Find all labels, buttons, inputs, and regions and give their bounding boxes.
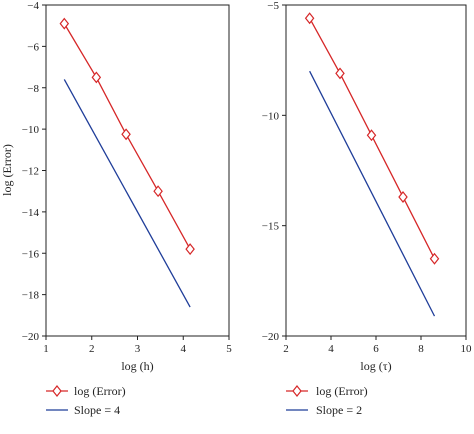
legend-label-error: log (Error) [316,384,368,398]
data-point-diamond [121,128,131,141]
x-tick-label: 6 [373,343,379,355]
legend-label-slope: Slope = 2 [316,403,362,417]
legend-right: log (Error) Slope = 2 [286,384,368,417]
plot-frame [285,4,467,337]
series-group [59,17,195,308]
x-tick-label: 2 [89,343,95,355]
series-line-slope [309,70,436,317]
y-tick-label: −10 [22,124,40,136]
y-tick-label: −16 [22,248,40,260]
legend-label-error: log (Error) [74,384,126,398]
data-point-diamond [398,191,408,203]
y-tick-label: −10 [262,110,280,122]
plot-frame [45,4,230,337]
chart-panel-right: 2 4 6 8 10 −20 −15 −10 −5 log (τ) [262,0,472,373]
y-tick-label: −20 [22,331,40,343]
legend-label-slope: Slope = 4 [74,403,120,417]
data-point-diamond [366,129,377,142]
x-tick-label: 2 [283,343,289,355]
series-group [304,12,440,317]
legend-marker-diamond [52,385,62,397]
x-tick-label: 4 [181,343,187,355]
legend-marker-diamond [292,385,302,397]
y-tick-label: −12 [22,166,39,178]
legend-left: log (Error) Slope = 4 [46,384,126,417]
x-tick-label: 3 [135,343,141,355]
series-line-slope [63,79,191,308]
x-axis-label: log (h) [121,359,153,373]
y-axis-label: log (Error) [0,144,14,196]
y-tick-label: −5 [267,0,279,12]
data-point-diamond [153,185,163,198]
x-axis-label: log (τ) [360,359,391,373]
y-ticks: −20 −15 −10 −5 [262,0,286,343]
x-ticks: 1 2 3 4 5 [43,336,232,355]
y-tick-label: −8 [27,83,39,95]
data-point-diamond [91,71,102,84]
x-tick-label: 8 [418,343,424,355]
data-point-diamond [335,67,345,80]
x-tick-label: 10 [461,343,473,355]
x-tick-label: 5 [226,343,232,355]
data-point-diamond [429,252,440,265]
y-tick-label: −4 [27,0,39,12]
data-point-diamond [304,12,315,25]
data-point-diamond [185,243,195,256]
y-tick-label: −20 [262,331,280,343]
x-tick-label: 4 [328,343,334,355]
data-point-diamond [59,17,70,30]
x-ticks: 2 4 6 8 10 [283,336,472,355]
y-ticks: −20 −18 −16 −14 −12 −10 −8 −6 −4 [22,0,46,343]
y-tick-label: −14 [22,207,40,219]
y-tick-label: −15 [262,221,280,233]
chart-panel-left: 1 2 3 4 5 −20 −18 −16 −14 −12 −10 −8 −6 −4 log (h) l… [0,0,232,373]
x-tick-label: 1 [43,343,49,355]
y-tick-label: −6 [27,41,39,53]
y-tick-label: −18 [22,290,40,302]
